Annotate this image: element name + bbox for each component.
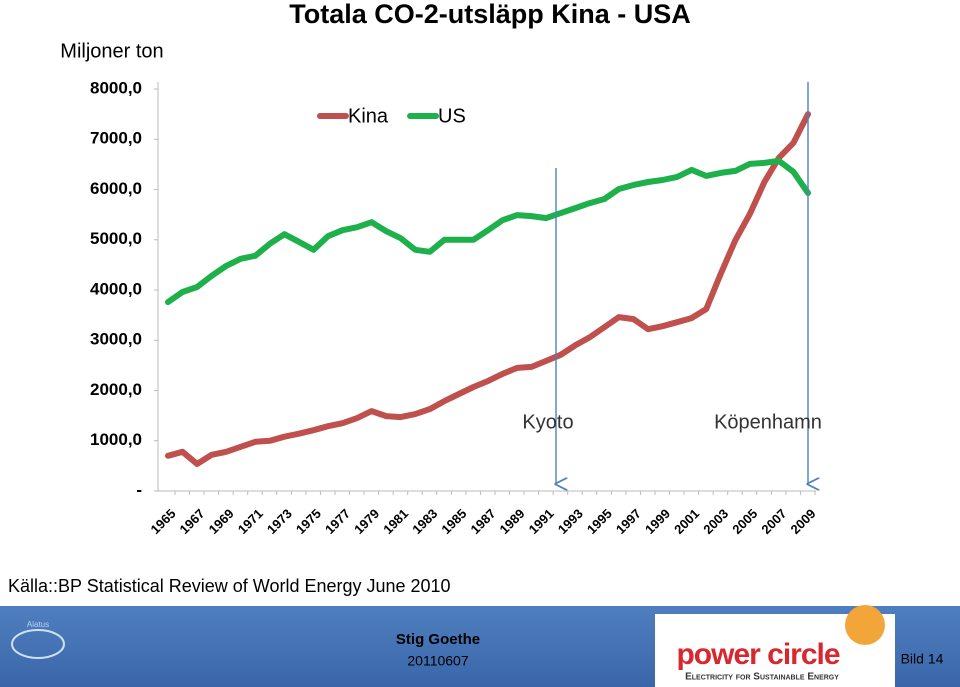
x-tick-label: 2009 (787, 506, 818, 537)
x-tick-label: 1979 (351, 506, 382, 537)
annotation: Kyoto (522, 411, 573, 433)
x-tick-label: 1975 (293, 506, 324, 537)
y-tick-label: 7000,0 (90, 129, 142, 148)
legend-label: US (438, 105, 466, 127)
y-tick-label: - (136, 480, 142, 499)
x-tick-label: 2007 (758, 506, 789, 537)
logo-text: Alatus (27, 620, 49, 629)
brand-sun (845, 605, 885, 645)
x-tick-label: 2003 (700, 506, 731, 537)
y-tick-label: 3000,0 (90, 330, 142, 349)
source: Källa::BP Statistical Review of World En… (8, 576, 451, 596)
x-tick-label: 1999 (642, 506, 673, 537)
logo-mark (11, 629, 65, 659)
x-tick-label: 1967 (177, 506, 208, 537)
y-tick-label: 2000,0 (90, 380, 142, 399)
x-tick-label: 1997 (613, 506, 644, 537)
y-tick-label: 6000,0 (90, 179, 142, 198)
x-tick-label: 1993 (555, 506, 586, 537)
y-tick-label: 8000,0 (90, 78, 142, 97)
y-tick-label: 4000,0 (90, 279, 142, 298)
x-tick-label: 1981 (380, 506, 411, 537)
annotation: Köpenhamn (714, 411, 822, 433)
x-tick-label: 1989 (497, 506, 528, 537)
x-tick-label: 2001 (671, 506, 702, 537)
y-tick-label: 1000,0 (90, 430, 142, 449)
x-tick-label: 1977 (322, 506, 353, 537)
x-tick-label: 1991 (526, 506, 557, 537)
x-tick-label: 1985 (438, 506, 469, 537)
x-tick-label: 2005 (729, 506, 760, 537)
x-tick-label: 1965 (147, 506, 178, 537)
x-tick-label: 1983 (409, 506, 440, 537)
x-tick-label: 1971 (235, 506, 266, 537)
series-line (165, 111, 811, 467)
x-tick-label: 1995 (584, 506, 615, 537)
y-tick-label: 5000,0 (90, 229, 142, 248)
slide-number: Bild 14 (901, 651, 944, 667)
brand: power circle (676, 638, 839, 671)
x-tick-label: 1987 (467, 506, 498, 537)
author: Stig Goethe (396, 631, 480, 648)
x-tick-label: 1973 (264, 506, 295, 537)
chart-title: Totala CO-2-utsläpp Kina - USA (289, 0, 691, 29)
date: 20110607 (407, 653, 468, 669)
y-axis-label: Miljoner ton (60, 40, 163, 62)
x-tick-label: 1969 (206, 506, 237, 537)
tagline: Electricity for Sustainable Energy (685, 672, 839, 683)
legend-label: Kina (348, 105, 389, 127)
series-line (165, 157, 811, 306)
